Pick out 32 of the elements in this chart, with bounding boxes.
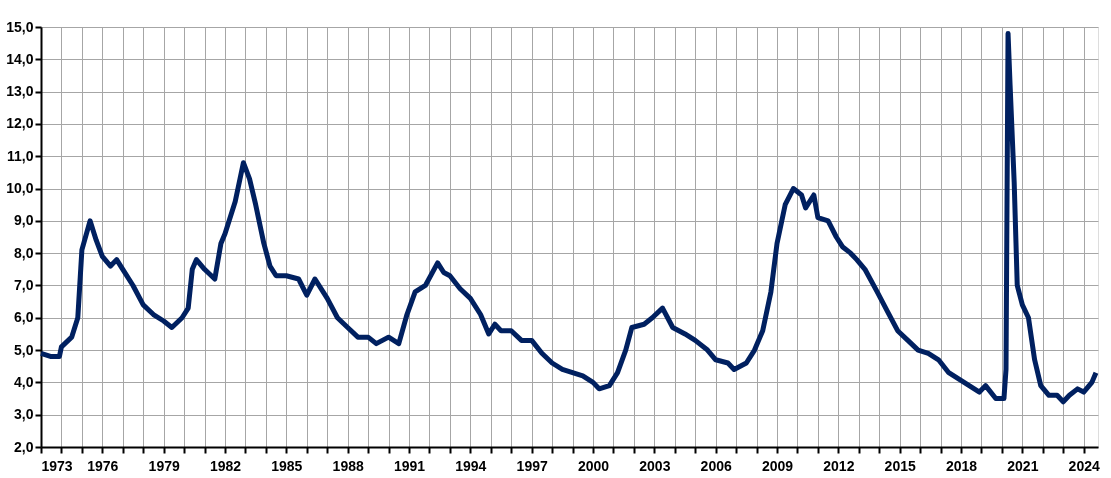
x-tick-label: 1997: [516, 457, 548, 474]
y-tick-label: 10,0: [6, 180, 34, 197]
y-tick-label: 6,0: [14, 309, 34, 326]
x-tick-label: 2009: [761, 457, 794, 474]
y-tick-label: 15,0: [6, 18, 34, 35]
x-tick-label: 2000: [577, 457, 610, 474]
y-tick-label: 4,0: [14, 373, 34, 390]
x-tick-label: 2018: [945, 457, 978, 474]
y-tick-label: 7,0: [14, 276, 34, 293]
y-tick-label: 8,0: [14, 244, 34, 261]
x-tick-label: 1985: [271, 457, 303, 474]
x-tick-label: 2006: [700, 457, 732, 474]
y-tick-label: 13,0: [6, 83, 34, 100]
x-tick-label: 2024: [1068, 457, 1100, 474]
x-tick-label: 2012: [823, 457, 855, 474]
x-tick-label: 1976: [87, 457, 119, 474]
y-tick-label: 9,0: [14, 212, 34, 229]
x-tick-label: 1991: [393, 457, 426, 474]
y-tick-label: 14,0: [6, 50, 34, 67]
x-tick-label: 2021: [1007, 457, 1039, 474]
y-tick-label: 5,0: [14, 341, 34, 358]
x-tick-label: 1979: [148, 457, 180, 474]
x-tick-label: 1982: [209, 457, 242, 474]
y-tick-label: 2,0: [14, 438, 34, 455]
y-tick-label: 12,0: [6, 115, 34, 132]
x-tick-label: 1973: [41, 457, 73, 474]
x-tick-label: 1994: [455, 457, 487, 474]
y-tick-label: 11,0: [7, 147, 34, 164]
x-tick-label: 2015: [884, 457, 916, 474]
x-tick-label: 1988: [332, 457, 364, 474]
x-tick-label: 2003: [639, 457, 671, 474]
y-tick-label: 3,0: [14, 406, 34, 423]
